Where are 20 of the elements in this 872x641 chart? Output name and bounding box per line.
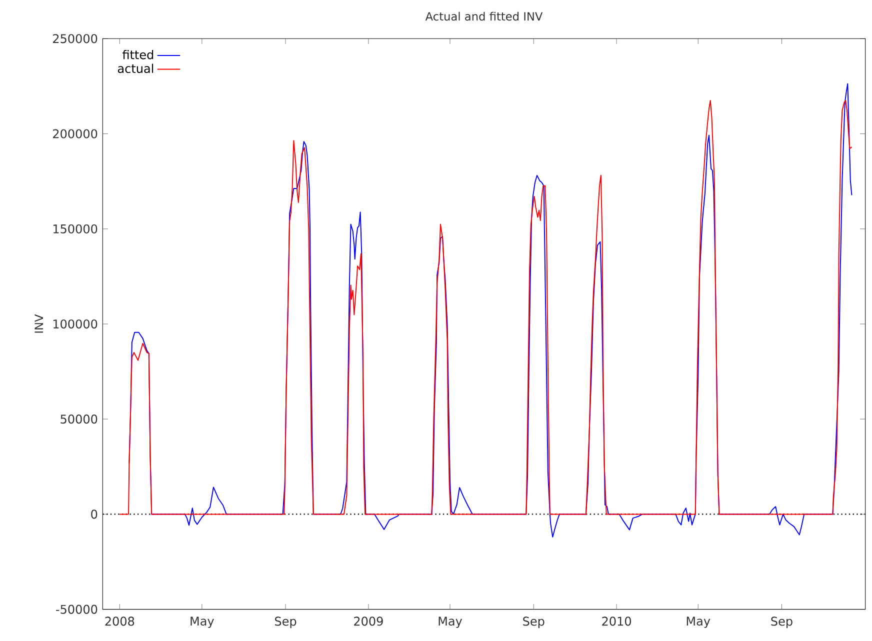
y-tick-label: 150000 xyxy=(53,224,98,234)
x-tick-label: 2009 xyxy=(354,616,383,626)
x-tick-label: May xyxy=(438,616,462,628)
y-tick-label: -50000 xyxy=(56,604,98,614)
x-tick-label: Sep xyxy=(771,616,792,628)
x-tick-label: Sep xyxy=(275,616,296,628)
y-tick-label: 200000 xyxy=(53,129,98,138)
y-axis-title: INV xyxy=(34,314,43,333)
y-tick-label: 50000 xyxy=(60,414,98,424)
x-tick-label: Sep xyxy=(523,616,544,628)
x-tick-label: 2008 xyxy=(105,616,134,626)
y-tick-label: 0 xyxy=(91,510,98,519)
legend-label: actual xyxy=(118,64,154,73)
x-tick-label: May xyxy=(686,616,710,628)
x-tick-label: May xyxy=(190,616,214,628)
legend-label: fitted xyxy=(122,50,154,60)
y-tick-label: 250000 xyxy=(53,34,98,44)
y-tick-label: 100000 xyxy=(53,319,98,328)
chart-title: Actual and fitted INV xyxy=(425,12,543,20)
x-tick-label: 2010 xyxy=(602,616,632,626)
